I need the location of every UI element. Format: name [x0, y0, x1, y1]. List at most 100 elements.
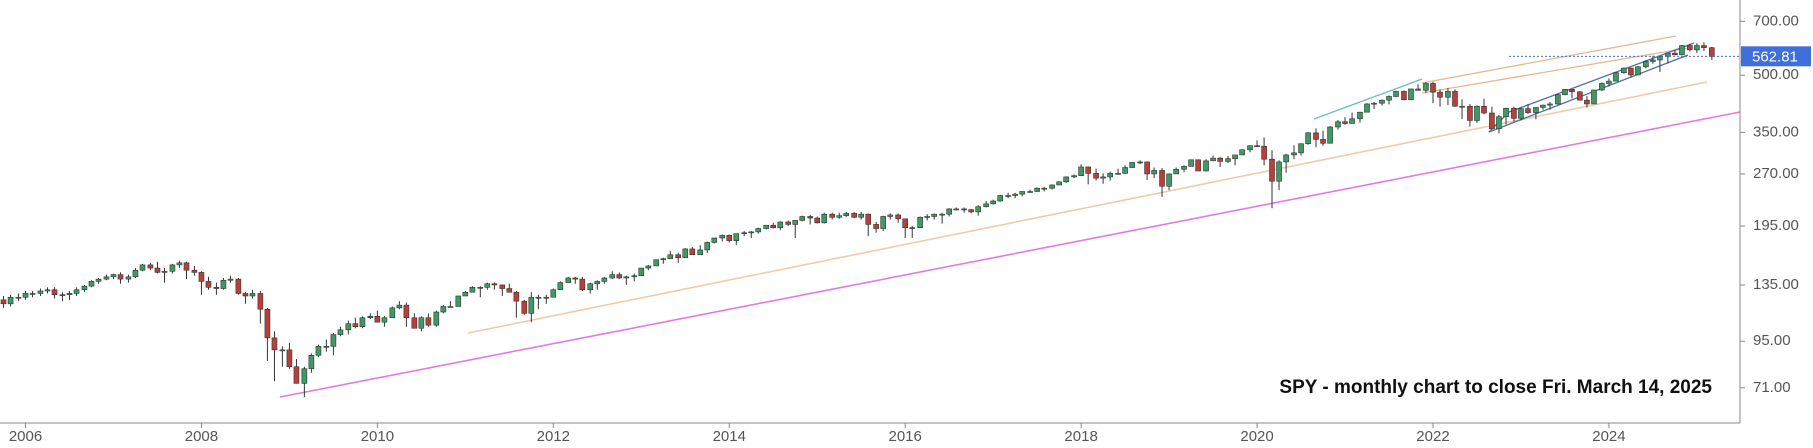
candle-body: [1313, 132, 1319, 140]
candle-body: [770, 224, 777, 228]
candle-body: [726, 235, 733, 241]
candle-body: [59, 294, 66, 297]
candle-body: [873, 224, 879, 229]
candle-body: [1232, 154, 1238, 159]
candle-body: [1562, 89, 1568, 95]
candle-body: [1342, 121, 1348, 124]
candles: [0, 42, 1715, 398]
candle-body: [1335, 121, 1341, 128]
candle-body: [1107, 173, 1113, 178]
x-tick-label: 2022: [1416, 428, 1449, 445]
candle-body: [521, 300, 528, 314]
candle-body: [469, 287, 476, 293]
y-tick-label: 95.00: [1753, 332, 1791, 349]
candle-body: [1049, 184, 1055, 189]
candle-body: [535, 296, 542, 299]
candle-body: [301, 368, 308, 384]
x-tick-label: 2024: [1592, 428, 1625, 445]
candle-body: [1401, 91, 1407, 101]
candle-body: [213, 287, 220, 289]
candle-body: [15, 296, 22, 299]
candle-body: [990, 200, 996, 205]
candle-body: [1291, 152, 1297, 156]
candle-body: [601, 277, 608, 282]
candle-body: [660, 258, 667, 261]
last-price-label: 562.81: [1752, 48, 1798, 65]
candle-body: [491, 283, 498, 286]
candle-body: [557, 282, 564, 291]
candle-body: [1115, 173, 1121, 175]
candle-body: [125, 276, 132, 280]
candle-body: [1606, 80, 1612, 84]
candle-body: [755, 228, 762, 233]
candle-body: [733, 233, 740, 241]
y-tick-label: 135.00: [1753, 276, 1799, 293]
candle-body: [1496, 116, 1502, 130]
candle-body: [103, 276, 110, 280]
trend-line: [1488, 54, 1689, 133]
candle-body: [1019, 191, 1025, 195]
candle-body: [462, 291, 469, 297]
last-price-box: [1741, 46, 1811, 67]
candle-body: [1166, 173, 1172, 187]
candle-body: [0, 299, 7, 305]
candle-body: [528, 296, 535, 314]
candle-body: [1247, 145, 1253, 151]
candle-body: [337, 329, 344, 335]
candle-body: [95, 278, 102, 282]
candle-body: [748, 231, 755, 234]
candle-body: [425, 317, 432, 326]
candle-body: [117, 274, 124, 280]
candle-body: [1437, 91, 1443, 98]
y-tick-label: 270.00: [1753, 165, 1799, 182]
candle-body: [1100, 176, 1106, 179]
candle-body: [1085, 166, 1091, 174]
candle-body: [543, 296, 550, 299]
candle-body: [367, 315, 374, 319]
candle-body: [946, 208, 952, 215]
candle-body: [1474, 105, 1480, 121]
candle-body: [968, 209, 974, 213]
y-tick-label: 195.00: [1753, 217, 1799, 234]
candle-body: [1034, 187, 1040, 192]
candle-body: [1709, 47, 1715, 57]
candle-body: [198, 272, 205, 282]
candle-body: [1643, 61, 1649, 68]
candle-body: [1027, 191, 1033, 193]
x-tick-label: 2012: [537, 428, 570, 445]
candle-body: [975, 206, 982, 213]
candle-body: [1511, 107, 1517, 119]
candle-body: [1269, 158, 1275, 182]
candle-body: [902, 218, 908, 228]
candle-body: [865, 213, 872, 225]
candle-body: [1569, 89, 1575, 93]
candle-body: [1665, 52, 1671, 57]
candle-body: [1261, 145, 1267, 160]
candle-body: [1533, 107, 1539, 113]
candle-body: [1254, 145, 1260, 148]
candle-body: [242, 293, 249, 297]
candle-body: [1628, 67, 1634, 76]
x-tick-label: 2010: [361, 428, 394, 445]
candle-body: [22, 293, 29, 298]
candle-body: [147, 264, 154, 269]
candle-body: [565, 277, 572, 283]
candle-body: [1415, 88, 1421, 91]
candle-body: [161, 270, 168, 273]
candle-body: [1122, 167, 1128, 174]
candle-body: [997, 195, 1003, 202]
candle-body: [1276, 161, 1282, 182]
candle-body: [293, 366, 300, 384]
candle-body: [1657, 55, 1663, 61]
candle-body: [1056, 181, 1062, 186]
candle-body: [1467, 105, 1473, 121]
candle-body: [1188, 159, 1194, 167]
candle-body: [271, 337, 278, 351]
candle-body: [1225, 158, 1231, 162]
candle-body: [953, 208, 960, 211]
candle-body: [1591, 89, 1597, 105]
candle-body: [1217, 157, 1223, 162]
candle-body: [484, 283, 491, 288]
candle-body: [741, 232, 748, 235]
candle-body: [711, 237, 718, 243]
